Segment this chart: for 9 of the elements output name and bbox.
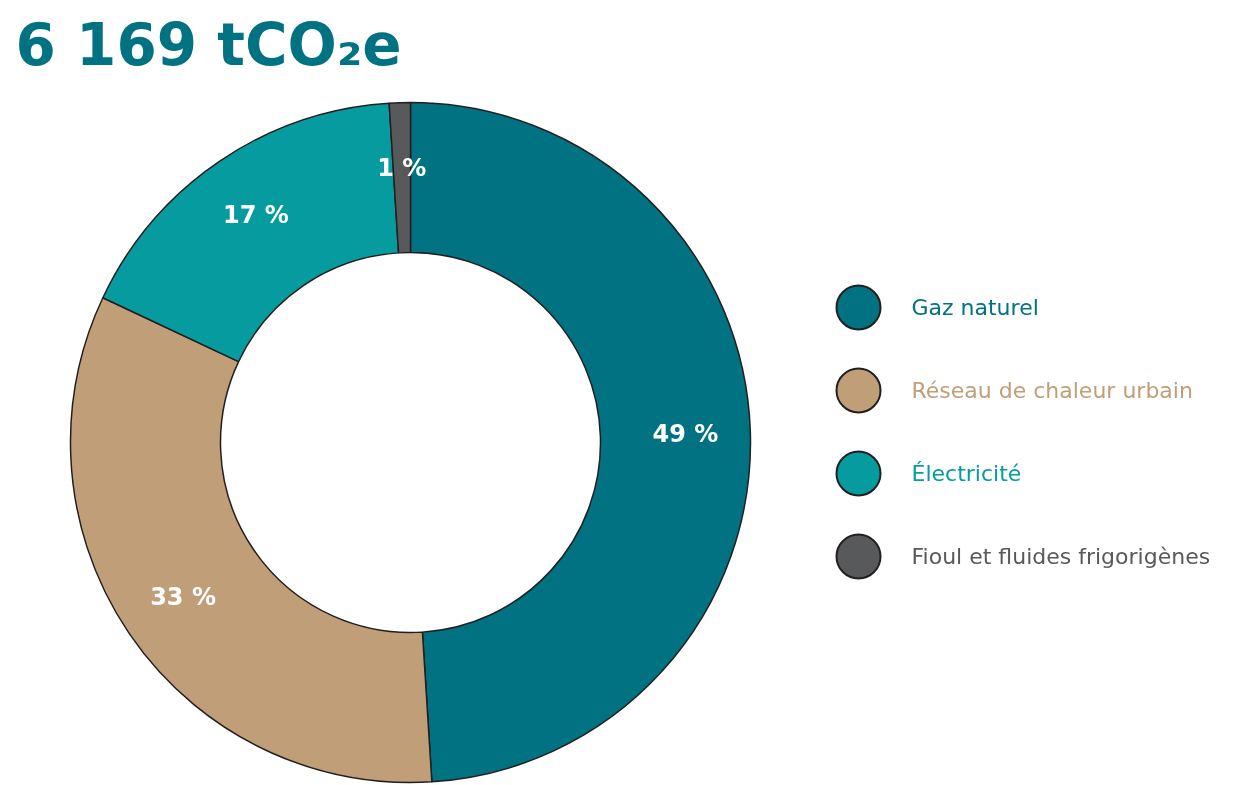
data-label: 1 % [377,153,427,182]
legend-label: Électricité [911,461,1022,486]
data-label: 17 % [223,201,289,230]
legend-label: Gaz naturel [911,295,1039,320]
data-label: 49 % [652,419,719,448]
legend-label: Fioul et fluides frigorigènes [911,544,1211,569]
legend-label: Réseau de chaleur urbain [911,378,1193,403]
data-label: 33 % [150,583,216,612]
chart-title: 6 169 tCO₂e [15,10,402,79]
